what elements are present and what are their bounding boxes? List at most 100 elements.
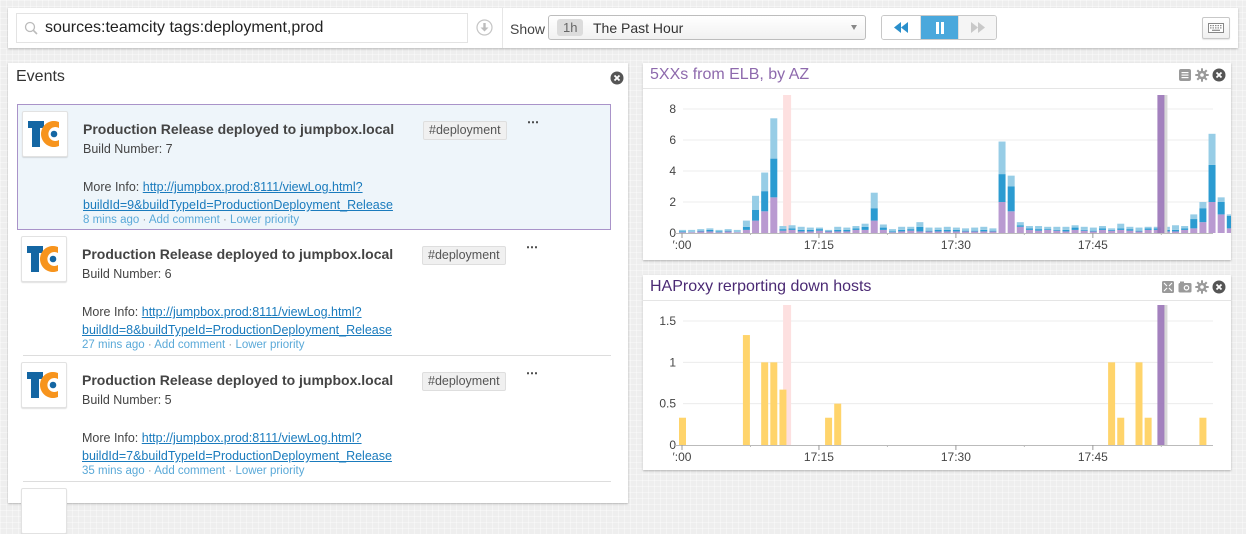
playback-controls <box>881 15 997 40</box>
keyboard-shortcuts-button[interactable] <box>1202 17 1230 39</box>
rewind-icon <box>894 22 908 33</box>
separator: · <box>144 339 155 351</box>
teamcity-logo-icon <box>27 372 58 398</box>
build-log-link[interactable]: http://jumpbox.prod:8111/viewLog.html? bu… <box>82 305 392 337</box>
chart-title: 5XXs from ELB, by AZ <box>650 66 810 83</box>
event-source-avatar <box>21 488 67 534</box>
link-line-1[interactable]: http://jumpbox.prod:8111/viewLog.html? <box>141 305 362 319</box>
svg-text:17:30: 17:30 <box>941 238 971 252</box>
more-options-icon[interactable]: ⋯ <box>526 366 538 380</box>
event-more-info: More Info: http://jumpbox.prod:8111/view… <box>82 429 392 465</box>
event-source-avatar <box>21 236 67 282</box>
event-tag[interactable]: #deployment <box>423 121 507 140</box>
pause-button[interactable] <box>920 16 958 39</box>
gear-icon[interactable] <box>1195 280 1209 294</box>
separator: · <box>144 465 155 477</box>
fast-forward-button[interactable] <box>958 16 996 39</box>
event-age: 27 mins ago <box>82 339 145 351</box>
svg-text:2: 2 <box>669 195 676 209</box>
close-icon[interactable] <box>1212 68 1226 82</box>
divider <box>643 88 1231 89</box>
toolbar-divider <box>502 8 503 48</box>
list-icon[interactable] <box>1178 68 1192 82</box>
events-panel: Events Production Release deployed to ju… <box>8 63 628 534</box>
lower-priority-link[interactable]: Lower priority <box>235 339 305 351</box>
search-input[interactable] <box>45 17 455 39</box>
link-line-2[interactable]: buildId=8&buildTypeId=ProductionDeployme… <box>82 323 392 337</box>
keyboard-icon <box>1208 23 1224 33</box>
more-options-icon[interactable]: ⋯ <box>527 115 539 129</box>
chart-panel-haproxy: HAProxy rerporting down hosts 0 0.5 1 1.5 ′:… <box>643 275 1231 470</box>
event-item[interactable]: Production Release deployed to jumpbox.l… <box>17 356 611 482</box>
add-comment-link[interactable]: Add comment <box>154 339 226 351</box>
time-range-select[interactable]: 1h The Past Hour <box>548 15 866 40</box>
event-more-info: More Info: http://jumpbox.prod:8111/view… <box>82 303 392 339</box>
link-line-1[interactable]: http://jumpbox.prod:8111/viewLog.html? <box>142 180 363 194</box>
bar-chart[interactable]: 0 0.5 1 1.5 ′:00 17:15 17:30 17:45 <box>643 301 1231 469</box>
event-meta: 8 mins ago · Add comment · Lower priorit… <box>83 214 299 226</box>
teamcity-logo-icon <box>28 121 59 147</box>
separator: · <box>225 339 236 351</box>
more-info-label: More Info: <box>82 431 142 445</box>
svg-text:0: 0 <box>669 438 676 452</box>
build-log-link[interactable]: http://jumpbox.prod:8111/viewLog.html? bu… <box>83 180 393 212</box>
more-options-icon[interactable]: ⋯ <box>526 240 538 254</box>
close-icon[interactable] <box>1212 280 1226 294</box>
camera-icon[interactable] <box>1178 280 1192 294</box>
chart-actions <box>1178 68 1226 82</box>
link-line-2[interactable]: buildId=9&buildTypeId=ProductionDeployme… <box>83 198 393 212</box>
more-info-label: More Info: <box>82 305 142 319</box>
svg-text:′:00: ′:00 <box>673 450 692 464</box>
separator: · <box>219 214 231 226</box>
rewind-button[interactable] <box>882 16 920 39</box>
separator: · <box>225 465 236 477</box>
link-line-1[interactable]: http://jumpbox.prod:8111/viewLog.html? <box>141 431 362 445</box>
svg-text:17:30: 17:30 <box>941 450 971 464</box>
event-source-avatar <box>21 362 67 408</box>
search-box[interactable] <box>16 13 468 43</box>
event-title[interactable]: Production Release deployed to jumpbox.l… <box>83 121 395 137</box>
close-icon[interactable] <box>610 71 624 85</box>
event-build-number: Build Number: 6 <box>82 267 172 281</box>
svg-text:1: 1 <box>669 355 676 369</box>
svg-text:6: 6 <box>669 133 676 147</box>
expand-icon[interactable] <box>1161 280 1175 294</box>
svg-text:17:45: 17:45 <box>1078 238 1108 252</box>
event-build-number: Build Number: 5 <box>82 393 172 407</box>
divider <box>643 300 1231 301</box>
event-age: 8 mins ago <box>83 214 140 226</box>
event-tag[interactable]: #deployment <box>422 246 506 265</box>
show-label: Show <box>510 21 546 37</box>
event-title[interactable]: Production Release deployed to jumpbox.l… <box>82 372 394 388</box>
add-comment-link[interactable]: Add comment <box>148 214 220 226</box>
gear-icon[interactable] <box>1195 68 1209 82</box>
fast-forward-icon <box>970 22 985 33</box>
svg-text:0: 0 <box>669 226 676 240</box>
lower-priority-link[interactable]: Lower priority <box>235 465 305 477</box>
svg-text:′:00: ′:00 <box>673 238 692 252</box>
event-item[interactable]: Production Release deployed to jumpbox.l… <box>17 104 611 230</box>
lower-priority-link[interactable]: Lower priority <box>230 214 300 226</box>
add-comment-link[interactable]: Add comment <box>154 465 226 477</box>
event-tag[interactable]: #deployment <box>422 372 506 391</box>
chart-title: HAProxy rerporting down hosts <box>650 278 872 295</box>
svg-text:1.5: 1.5 <box>659 314 676 328</box>
event-age: 35 mins ago <box>82 465 145 477</box>
teamcity-logo-icon <box>27 246 58 272</box>
event-meta: 27 mins ago · Add comment · Lower priori… <box>82 339 304 351</box>
separator: · <box>139 214 149 226</box>
time-range-badge: 1h <box>557 19 584 36</box>
event-more-info: More Info: http://jumpbox.prod:8111/view… <box>83 178 393 214</box>
build-log-link[interactable]: http://jumpbox.prod:8111/viewLog.html? bu… <box>82 431 392 463</box>
svg-text:8: 8 <box>669 102 676 116</box>
event-meta: 35 mins ago · Add comment · Lower priori… <box>82 465 304 477</box>
save-search-icon[interactable] <box>476 19 493 36</box>
more-info-label: More Info: <box>83 180 143 194</box>
stacked-bar-chart[interactable]: 0 2 4 6 8 ′:00 17:15 17:30 17:45 <box>643 89 1231 259</box>
link-line-2[interactable]: buildId=7&buildTypeId=ProductionDeployme… <box>82 449 392 463</box>
svg-text:17:15: 17:15 <box>804 450 834 464</box>
svg-text:4: 4 <box>669 164 676 178</box>
top-toolbar: Show 1h The Past Hour <box>8 8 1238 48</box>
event-title[interactable]: Production Release deployed to jumpbox.l… <box>82 246 394 262</box>
event-item[interactable]: Production Release deployed to jumpbox.l… <box>17 230 611 356</box>
